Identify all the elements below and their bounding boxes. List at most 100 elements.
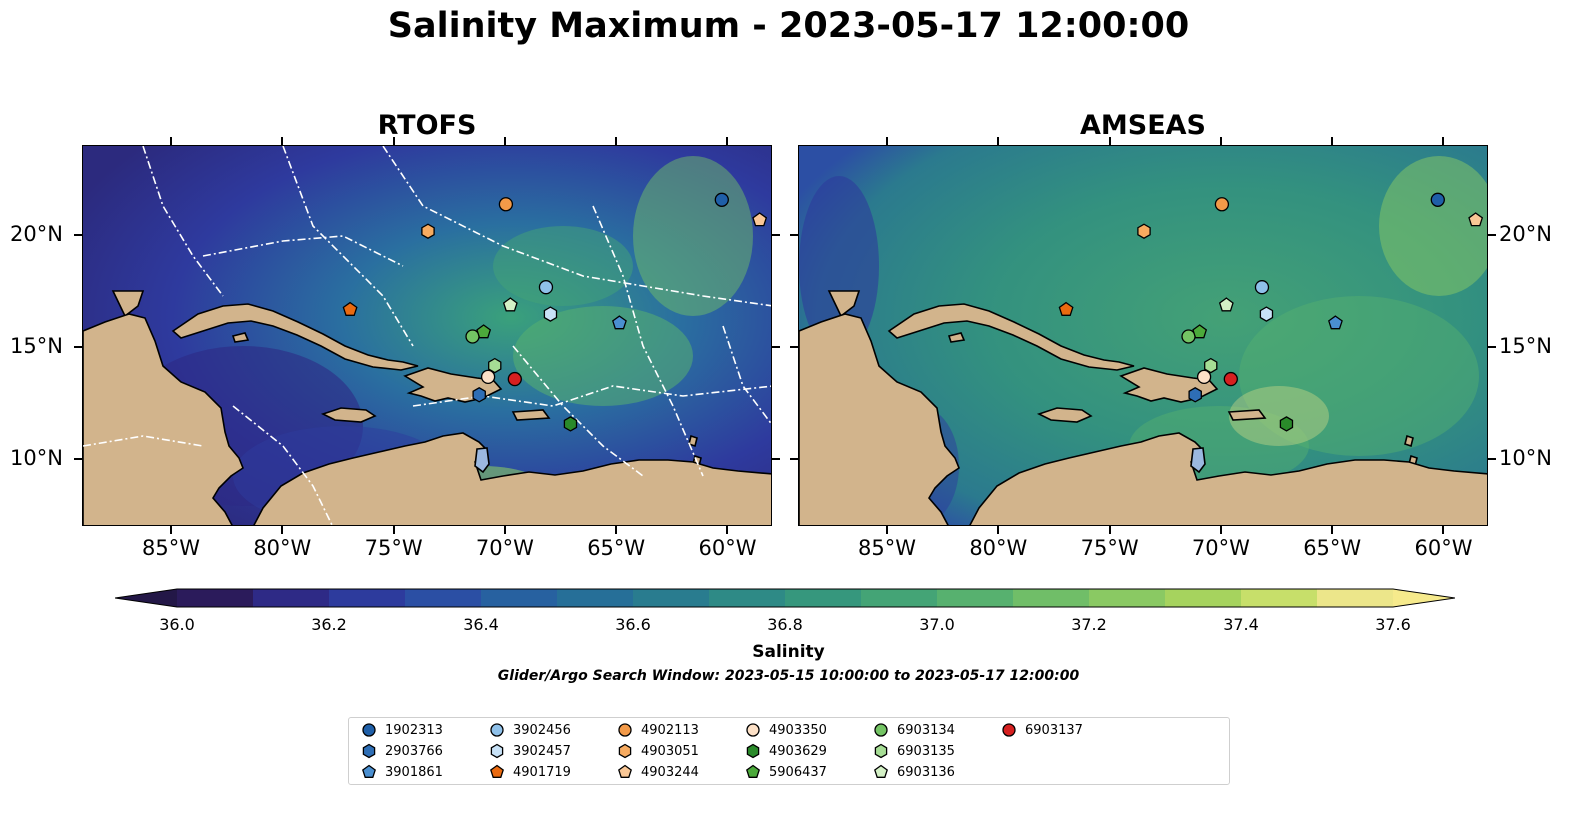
lat-tick [1488,233,1496,236]
observation-marker[interactable] [488,357,502,374]
land [969,432,1487,525]
eez-boundary [382,146,771,307]
observation-marker[interactable] [1218,297,1234,312]
lon-tick-label: 75°W [364,536,423,560]
lat-tick-label: 20°N [1499,221,1552,246]
legend-marker-icon[interactable] [746,743,760,759]
colorbar-tick-label: 36.2 [311,615,347,634]
eez-boundary [412,385,771,407]
observation-marker[interactable] [1214,197,1230,212]
observation-marker[interactable] [480,369,496,384]
lon-tick-label: 60°W [698,536,757,560]
observation-marker[interactable] [543,306,558,322]
lon-tick [1219,137,1222,145]
observation-marker[interactable] [1188,387,1202,403]
legend-marker-icon[interactable] [618,723,632,737]
lat-tick [1488,457,1496,460]
land [83,313,244,525]
observation-marker[interactable] [1254,280,1270,295]
land [253,432,771,525]
legend-marker-icon[interactable] [362,743,376,759]
legend-marker-icon[interactable] [362,723,376,737]
legend-label: 3902457 [513,743,571,759]
lat-tick [772,345,780,348]
legend-marker-icon[interactable] [1002,723,1016,737]
land [320,407,377,423]
observation-marker[interactable] [1468,212,1484,227]
observation-marker[interactable] [1196,369,1212,384]
legend-marker-icon[interactable] [618,743,632,759]
observation-marker[interactable] [421,223,435,239]
land [1190,447,1206,474]
land [827,290,861,318]
legend-label: 3901861 [385,764,443,780]
legend-marker-icon[interactable] [362,764,376,778]
lon-tick [997,526,1000,534]
observation-marker[interactable] [498,197,514,212]
legend-marker-icon[interactable] [490,764,504,778]
colorbar-extend-min [115,589,177,607]
observation-marker[interactable] [1058,301,1074,316]
lat-tick-label: 10°N [10,445,63,470]
lon-tick-label: 65°W [587,536,646,560]
legend-marker-icon[interactable] [490,723,504,737]
observation-marker[interactable] [1430,192,1445,207]
legend-marker-icon[interactable] [746,764,760,778]
observation-marker[interactable] [714,192,729,207]
legend-item: 3901861 [361,763,443,781]
legend-marker-icon[interactable] [874,723,888,737]
observation-marker[interactable] [476,324,492,339]
lon-tick [392,526,395,534]
legend-marker-icon[interactable] [618,764,632,778]
observation-marker[interactable] [1137,223,1151,239]
legend-label: 6903135 [897,743,955,759]
colorbar-tick-label: 37.6 [1375,615,1411,634]
colorbar-segment [1241,589,1318,607]
legend-item: 4903350 [745,721,827,739]
map-panel-rtofs[interactable] [82,145,772,526]
eez-boundary [232,405,333,525]
observation-marker[interactable] [472,387,486,403]
lon-tick-label: 80°W [969,536,1028,560]
legend-marker-icon[interactable] [874,764,888,778]
map-panel-amseas[interactable] [798,145,1488,526]
observation-marker[interactable] [1204,357,1218,374]
lon-tick [170,137,173,145]
lon-tick-label: 70°W [475,536,534,560]
lat-tick-label: 20°N [10,221,63,246]
observation-marker[interactable] [1328,315,1343,330]
colorbar-segment [1089,589,1166,607]
legend-item: 3902457 [489,742,571,760]
legend-label: 4902113 [641,722,699,738]
panel-title-rtofs: RTOFS [377,110,477,141]
observation-marker[interactable] [342,301,358,316]
observation-marker[interactable] [612,315,627,330]
lon-tick [1108,526,1111,534]
legend-item: 3902456 [489,721,571,739]
observation-marker[interactable] [502,297,518,312]
lat-tick [790,457,798,460]
observation-marker[interactable] [1279,416,1294,432]
legend-label: 1902313 [385,722,443,738]
legend-marker-icon[interactable] [490,743,504,759]
observation-marker[interactable] [1259,306,1274,322]
eez-boundary [592,205,704,477]
land [511,409,551,421]
observation-marker[interactable] [752,212,768,227]
observation-marker[interactable] [538,280,554,295]
observation-marker[interactable] [563,416,578,432]
legend: 1902313 2903766 3901861 3902456 3902457 49017… [348,717,1230,785]
observation-marker[interactable] [507,371,522,387]
lon-tick-label: 70°W [1191,536,1250,560]
legend-item: 2903766 [361,742,443,760]
colorbar-segment [785,589,862,607]
observation-marker[interactable] [1192,324,1208,339]
legend-marker-icon[interactable] [746,723,760,737]
lon-tick-label: 60°W [1414,536,1473,560]
legend-item: 4903244 [617,763,699,781]
colorbar-segment [861,589,938,607]
land [1404,434,1414,448]
legend-item: 4902113 [617,721,699,739]
legend-marker-icon[interactable] [874,743,888,759]
observation-marker[interactable] [1223,371,1238,387]
